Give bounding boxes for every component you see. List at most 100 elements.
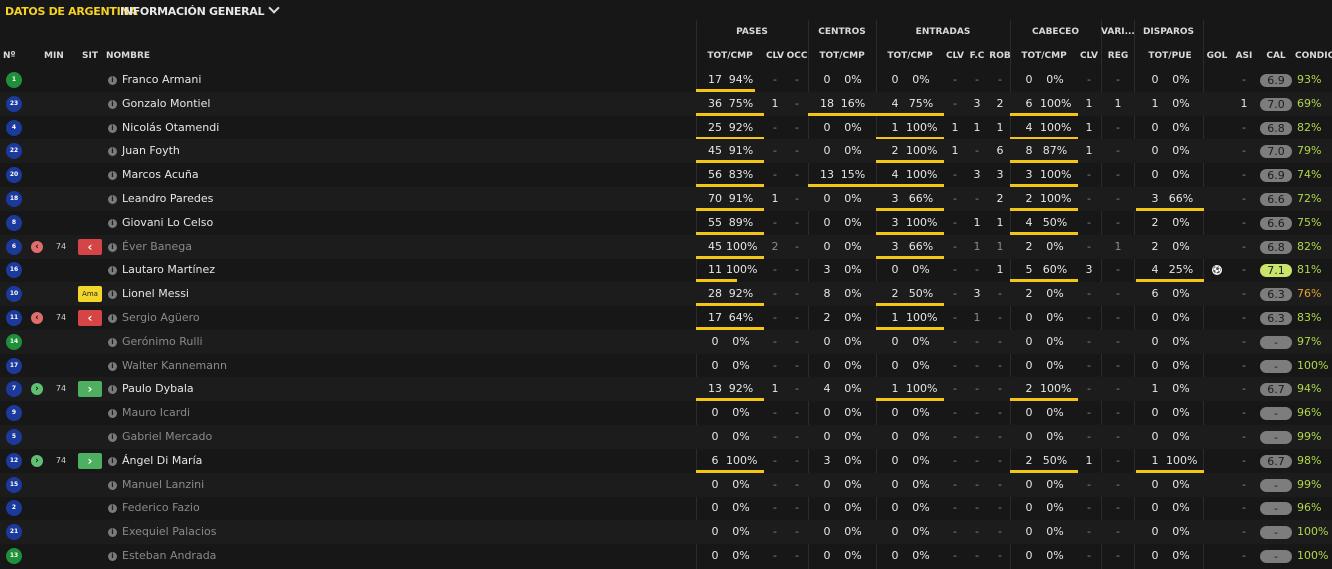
column-header-cabeceo_tot[interactable]: TOT/CMP xyxy=(1021,51,1067,61)
player-info-icon[interactable]: i xyxy=(108,219,117,228)
table-row[interactable]: 22 i Juan Foyth 45 91% - - 0 0% 2 100% 1 - 6 8 87% 1 - 0 0%… xyxy=(0,139,1332,163)
player-name[interactable]: Paulo Dybala xyxy=(122,382,194,395)
column-header-entradas_fc[interactable]: F.C xyxy=(969,51,985,61)
player-info-icon[interactable]: i xyxy=(108,385,117,394)
player-info-icon[interactable]: i xyxy=(108,147,117,156)
table-row[interactable]: 7 › 74 › i Paulo Dybala 13 92% 1 - 4 0% 1 100% - - - 2 100… xyxy=(0,377,1332,401)
player-info-icon[interactable]: i xyxy=(108,290,117,299)
player-info-icon[interactable]: i xyxy=(108,433,117,442)
player-name[interactable]: Gerónimo Rulli xyxy=(122,335,203,348)
table-row[interactable]: 11 ‹ 74 ‹ i Sergio Agüero 17 64% - -2 0% 1 100% -1-0 0… xyxy=(0,306,1332,330)
table-row[interactable]: 4 i Nicolás Otamendi 25 92% - -0 0% 1 100% 1 1 1 4 100… xyxy=(0,116,1332,140)
player-name[interactable]: Lionel Messi xyxy=(122,287,189,300)
player-info-icon[interactable]: i xyxy=(108,552,117,561)
player-info-icon[interactable]: i xyxy=(108,100,117,109)
player-info-icon[interactable]: i xyxy=(108,481,117,490)
tackles-percent: 66% xyxy=(908,240,934,253)
column-header-asi[interactable]: ASI xyxy=(1235,51,1253,61)
column-header-varios_reg[interactable]: REG xyxy=(1107,51,1129,61)
table-row[interactable]: 1 i Franco Armani 17 94% - - 0 0% 0 0% - - - 0 0% - - 0 0% -… xyxy=(0,68,1332,92)
player-info-icon[interactable]: i xyxy=(108,504,117,513)
tackles-total: 0 xyxy=(891,478,899,491)
player-name[interactable]: Ángel Di María xyxy=(122,454,203,467)
table-row[interactable]: 10 Ama i Lionel Messi 28 92% - - 8 0% 2 50% - 3 - 2 0% - -… xyxy=(0,282,1332,306)
player-info-icon[interactable]: i xyxy=(108,243,117,252)
column-header-pases_clv[interactable]: CLV xyxy=(765,51,785,61)
column-header-entradas_tot[interactable]: TOT/CMP xyxy=(887,51,933,61)
table-row[interactable]: 15 i Manuel Lanzini 0 0% - - 0 0% 0 0% - - - 0 0% - - 0 0% -… xyxy=(0,473,1332,497)
headers-key: - xyxy=(1087,430,1091,443)
player-name[interactable]: Walter Kannemann xyxy=(122,359,227,372)
player-info-icon[interactable]: i xyxy=(108,457,117,466)
player-name[interactable]: Juan Foyth xyxy=(122,144,180,157)
player-name[interactable]: Manuel Lanzini xyxy=(122,478,205,491)
player-name[interactable]: Gabriel Mercado xyxy=(122,430,213,443)
player-name[interactable]: Leandro Paredes xyxy=(122,192,214,205)
table-row[interactable]: 14 i Gerónimo Rulli 0 0% - - 0 0% 0 0% - - - 0 0% - - 0 0% -… xyxy=(0,330,1332,354)
player-info-icon[interactable]: i xyxy=(108,314,117,323)
table-row[interactable]: 5 i Gabriel Mercado 0 0% - - 0 0% 0 0% - - - 0 0% - - 0 0% -… xyxy=(0,425,1332,449)
column-header-cabeceo_clv[interactable]: CLV xyxy=(1079,51,1099,61)
table-row[interactable]: 17 i Walter Kannemann 0 0% - -0 0% 0 0% - - -0 0% - -0 0… xyxy=(0,354,1332,378)
tackles-bar xyxy=(876,137,944,140)
player-name[interactable]: Mauro Icardi xyxy=(122,406,191,419)
player-info-icon[interactable]: i xyxy=(108,362,117,371)
player-name[interactable]: Esteban Andrada xyxy=(122,549,217,562)
player-name[interactable]: Franco Armani xyxy=(122,73,202,86)
column-header-sit[interactable]: SIT xyxy=(82,51,98,61)
player-name[interactable]: Marcos Acuña xyxy=(122,168,199,181)
table-row[interactable]: 2 i Federico Fazio 0 0% - - 0 0% 0 0% - - - 0 0% - - 0 0% - -… xyxy=(0,496,1332,520)
table-row[interactable]: 20 i Marcos Acuña 56 83% - - 13 15% 4 100% - 3 3 3 100%… xyxy=(0,163,1332,187)
dribbles: - xyxy=(1116,549,1120,562)
column-header-pases_occ[interactable]: OCC xyxy=(786,51,808,61)
player-name[interactable]: Giovani Lo Celso xyxy=(122,216,214,229)
player-name[interactable]: Federico Fazio xyxy=(122,501,200,514)
column-header-nombre[interactable]: NOMBRE xyxy=(106,51,151,61)
column-header-gol[interactable]: GOL xyxy=(1206,51,1228,61)
kit-number-icon: 10 xyxy=(6,286,22,302)
column-header-pases_tot[interactable]: TOT/CMP xyxy=(707,51,753,61)
rating-badge: 6.8 xyxy=(1260,122,1292,135)
player-name[interactable]: Nicolás Otamendi xyxy=(122,121,220,134)
headers-total: 0 xyxy=(1025,359,1033,372)
column-header-centros_tot[interactable]: TOT/CMP xyxy=(819,51,865,61)
tackles-key: - xyxy=(953,406,957,419)
player-name[interactable]: Gonzalo Montiel xyxy=(122,97,211,110)
table-row[interactable]: 12 › 74 › i Ángel Di María 6 100% - - 3 0% 0 0% - - - 2 50… xyxy=(0,449,1332,473)
player-info-icon[interactable]: i xyxy=(108,76,117,85)
view-dropdown[interactable]: INFORMACIÓN GENERAL xyxy=(120,2,280,18)
column-header-disparos_tot[interactable]: TOT/PUE xyxy=(1148,51,1192,61)
table-row[interactable]: 8 i Giovani Lo Celso 55 89% - - 0 0% 3 100% - 1 1 4 50%… xyxy=(0,211,1332,235)
column-header-min[interactable]: MIN xyxy=(44,51,64,61)
table-row[interactable]: 23 i Gonzalo Montiel 36 75% 1-18 16% 4 75% -3 2 6 10… xyxy=(0,92,1332,116)
column-header-entradas_rob[interactable]: ROB xyxy=(989,51,1011,61)
shots-total: 2 xyxy=(1151,216,1159,229)
player-info-icon[interactable]: i xyxy=(108,195,117,204)
column-header-cal[interactable]: CAL xyxy=(1266,51,1286,61)
column-header-condic[interactable]: CONDIC xyxy=(1295,51,1332,61)
rating-badge: 6.7 xyxy=(1260,455,1292,468)
player-info-icon[interactable]: i xyxy=(108,409,117,418)
player-name[interactable]: Exequiel Palacios xyxy=(122,525,217,538)
table-row[interactable]: 18 i Leandro Paredes 70 91% 1 - 0 0% 3 66% - - 2 2 100%… xyxy=(0,187,1332,211)
table-row[interactable]: 16 i Lautaro Martínez 11 100% - - 3 0% 0 0% - - 1 5 60%… xyxy=(0,258,1332,282)
player-info-icon[interactable]: i xyxy=(108,124,117,133)
table-row[interactable]: 9 i Mauro Icardi 0 0% - -0 0% 0 0% - - -0 0% - -0 0% - -96… xyxy=(0,401,1332,425)
player-name[interactable]: Sergio Agüero xyxy=(122,311,200,324)
crosses-total: 0 xyxy=(823,430,831,443)
kit-number-icon: 12 xyxy=(6,453,22,469)
player-name[interactable]: Lautaro Martínez xyxy=(122,263,216,276)
player-info-icon[interactable]: i xyxy=(108,528,117,537)
column-header-entradas_clv[interactable]: CLV xyxy=(945,51,965,61)
tackles-interceptions: 1 xyxy=(996,121,1004,134)
player-info-icon[interactable]: i xyxy=(108,338,117,347)
player-name[interactable]: Éver Banega xyxy=(122,240,192,253)
table-row[interactable]: 6 ‹ 74 ‹ i Éver Banega 45 100% 2 - 0 0% 3 66% - 1 1 2 0% - 1… xyxy=(0,235,1332,259)
player-info-icon[interactable]: i xyxy=(108,171,117,180)
player-info-icon[interactable]: i xyxy=(108,266,117,275)
table-row[interactable]: 21 i Exequiel Palacios 0 0% - - 0 0% 0 0% - - - 0 0% - - 0… xyxy=(0,520,1332,544)
headers-total: 2 xyxy=(1025,192,1033,205)
table-row[interactable]: 13 i Esteban Andrada 0 0% - - 0 0% 0 0% - - - 0 0% - - 0 0%… xyxy=(0,544,1332,568)
column-header-num[interactable]: Nº xyxy=(3,51,16,61)
crosses-percent: 0% xyxy=(844,121,862,134)
